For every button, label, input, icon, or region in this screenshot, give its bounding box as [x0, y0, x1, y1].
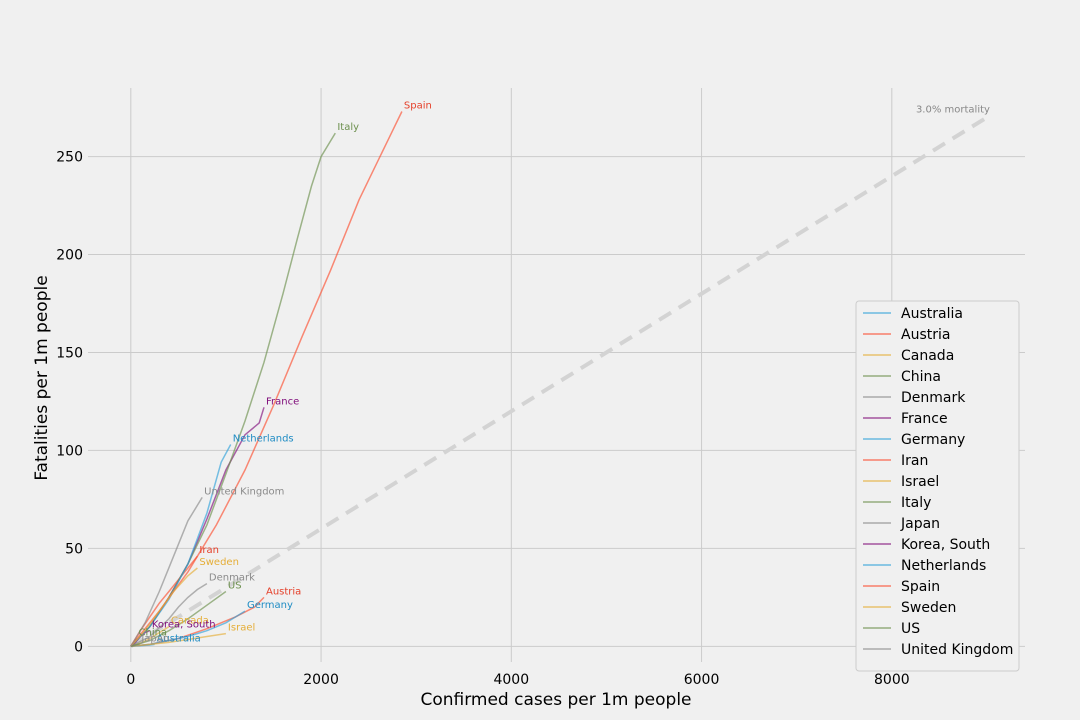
series-label-canada: Canada [171, 616, 209, 627]
series-line-sweden [130, 567, 198, 647]
series-line-united-kingdom [130, 497, 203, 647]
series-label-israel: Israel [228, 623, 255, 634]
legend-box [855, 300, 1020, 672]
x-tick-label: 0 [126, 672, 135, 688]
x-tick-label: 8000 [874, 672, 910, 688]
series-group [130, 111, 403, 648]
series-label-us: US [228, 580, 242, 591]
series-label-spain: Spain [404, 101, 432, 112]
series-line-us [130, 590, 227, 648]
legend-entry-australia: Australia [901, 306, 963, 322]
legend: Australia Austria Canada China Denmark France… [855, 300, 1020, 672]
series-label-sweden: Sweden [199, 557, 239, 568]
legend-entry-canada: Canada [901, 348, 954, 364]
x-tick-label: 4000 [493, 672, 529, 688]
legend-entry-korea-south: Korea, South [901, 537, 990, 553]
series-label-japan: Japan [140, 633, 169, 644]
y-tick-label: 0 [74, 639, 83, 655]
legend-entry-germany: Germany [901, 432, 965, 448]
y-tick-label: 150 [56, 345, 83, 361]
legend-entry-china: China [901, 369, 941, 385]
series-label-iran: Iran [199, 545, 219, 556]
mortality-reference-line [129, 115, 989, 649]
series-line-netherlands [130, 444, 232, 647]
legend-entry-israel: Israel [901, 474, 939, 490]
y-axis-label: Fatalities per 1m people [32, 275, 52, 480]
legend-entry-italy: Italy [901, 495, 931, 511]
series-label-germany: Germany [247, 600, 293, 611]
axis-ticks: 0 2000 4000 6000 8000 0 50 100 150 200 250 [56, 150, 909, 688]
series-label-korea-south: Korea, South [152, 620, 216, 631]
y-tick-label: 250 [56, 150, 83, 166]
series-label-france: France [266, 396, 299, 407]
series-label-denmark: Denmark [209, 573, 255, 584]
x-axis-label: Confirmed cases per 1m people [420, 690, 691, 710]
series-label-netherlands: Netherlands [233, 434, 294, 445]
series-label-austria: Austria [266, 586, 301, 597]
y-tick-label: 100 [56, 443, 83, 459]
x-tick-label: 2000 [303, 672, 339, 688]
y-tick-label: 200 [56, 248, 83, 264]
x-tick-label: 6000 [684, 672, 720, 688]
legend-entry-denmark: Denmark [901, 390, 966, 406]
legend-entry-sweden: Sweden [901, 600, 956, 616]
series-line-denmark [130, 582, 208, 647]
legend-entry-us: US [901, 621, 920, 637]
series-label-china: China [139, 627, 168, 638]
mortality-reference-label: 3.0% mortality [916, 104, 990, 115]
legend-entry-netherlands: Netherlands [901, 558, 986, 574]
legend-entry-iran: Iran [901, 453, 928, 469]
legend-entry-austria: Austria [901, 327, 950, 343]
series-label-italy: Italy [337, 122, 359, 133]
series-label-united-kingdom: United Kingdom [204, 486, 284, 497]
reference-line-group: 3.0% mortality [129, 104, 990, 649]
y-tick-label: 50 [65, 541, 83, 557]
series-line-italy [130, 132, 336, 647]
legend-entry-united-kingdom: United Kingdom [901, 642, 1013, 658]
legend-entry-france: France [901, 411, 948, 427]
legend-entry-japan: Japan [900, 516, 940, 532]
series-label-australia: Australia [157, 633, 201, 644]
series-line-israel [130, 632, 227, 648]
series-line-spain [130, 111, 403, 647]
legend-entry-spain: Spain [901, 579, 940, 595]
